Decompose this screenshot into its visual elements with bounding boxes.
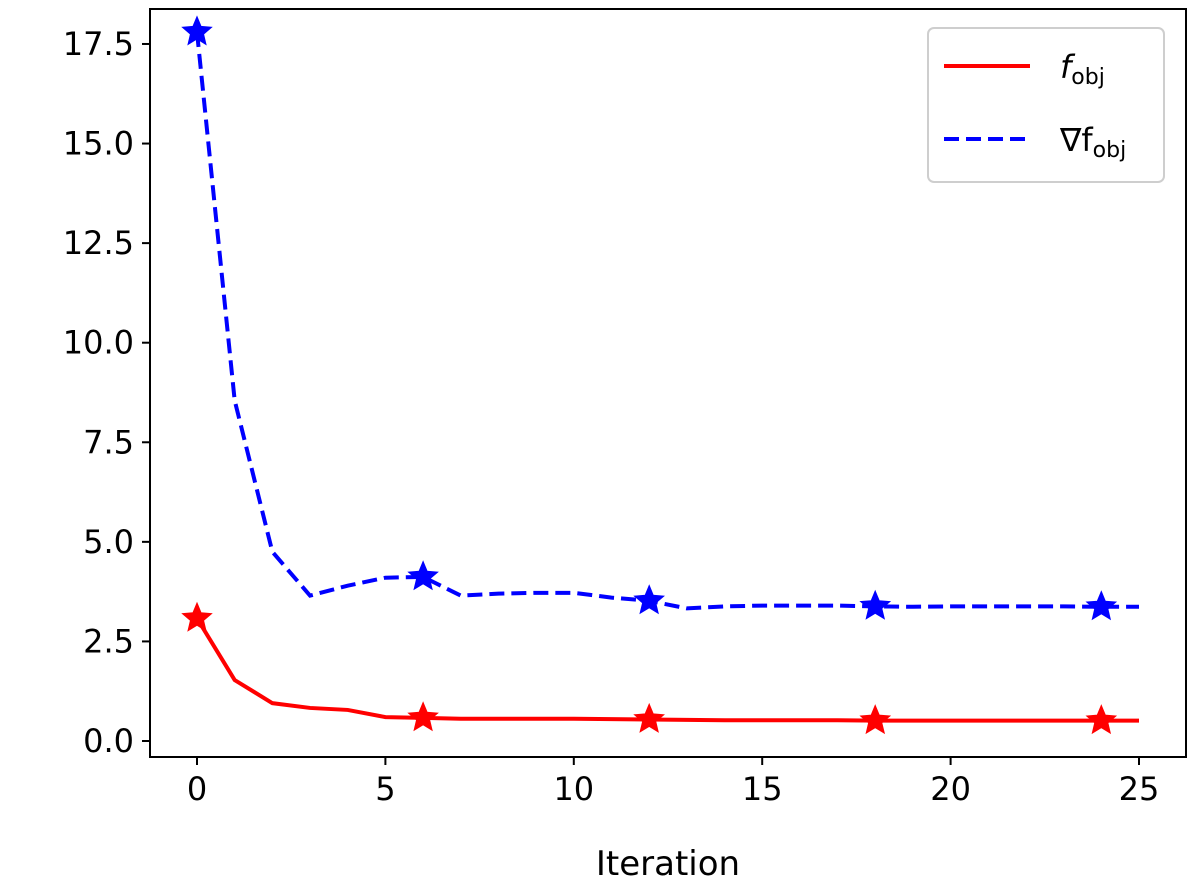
x-tick-label: 15 bbox=[742, 770, 783, 808]
y-tick-label: 15.0 bbox=[63, 125, 134, 163]
y-tick-label: 0.0 bbox=[83, 722, 134, 760]
x-tick-label: 20 bbox=[930, 770, 971, 808]
data-point-star bbox=[1085, 590, 1118, 621]
data-point-star bbox=[181, 15, 213, 46]
data-point-star bbox=[407, 701, 439, 732]
x-tick-label: 10 bbox=[553, 770, 594, 808]
y-tick-label: 10.0 bbox=[63, 324, 134, 362]
y-tick-label: 7.5 bbox=[83, 423, 134, 461]
y-tick-label: 12.5 bbox=[63, 224, 134, 262]
data-point-star bbox=[1085, 704, 1118, 735]
y-tick-label: 17.5 bbox=[63, 25, 134, 63]
y-tick-label: 5.0 bbox=[83, 523, 134, 561]
series-line-1 bbox=[195, 31, 1139, 611]
y-tick-label: 2.5 bbox=[83, 622, 134, 660]
data-point-star bbox=[859, 589, 892, 620]
data-point-star bbox=[407, 560, 439, 591]
data-point-star bbox=[633, 584, 665, 615]
data-point-star bbox=[859, 704, 892, 735]
data-point-star bbox=[181, 601, 213, 632]
x-tick-label: 0 bbox=[187, 770, 207, 808]
x-tick-label: 5 bbox=[375, 770, 395, 808]
legend-label-grad: ∇fobj bbox=[1059, 121, 1126, 163]
x-tick-label: 25 bbox=[1119, 770, 1160, 808]
data-point-star bbox=[633, 702, 665, 733]
legend: fobj ∇fobj bbox=[927, 27, 1165, 183]
series-line-0 bbox=[195, 617, 1139, 723]
x-axis-label: Iteration bbox=[596, 844, 740, 884]
